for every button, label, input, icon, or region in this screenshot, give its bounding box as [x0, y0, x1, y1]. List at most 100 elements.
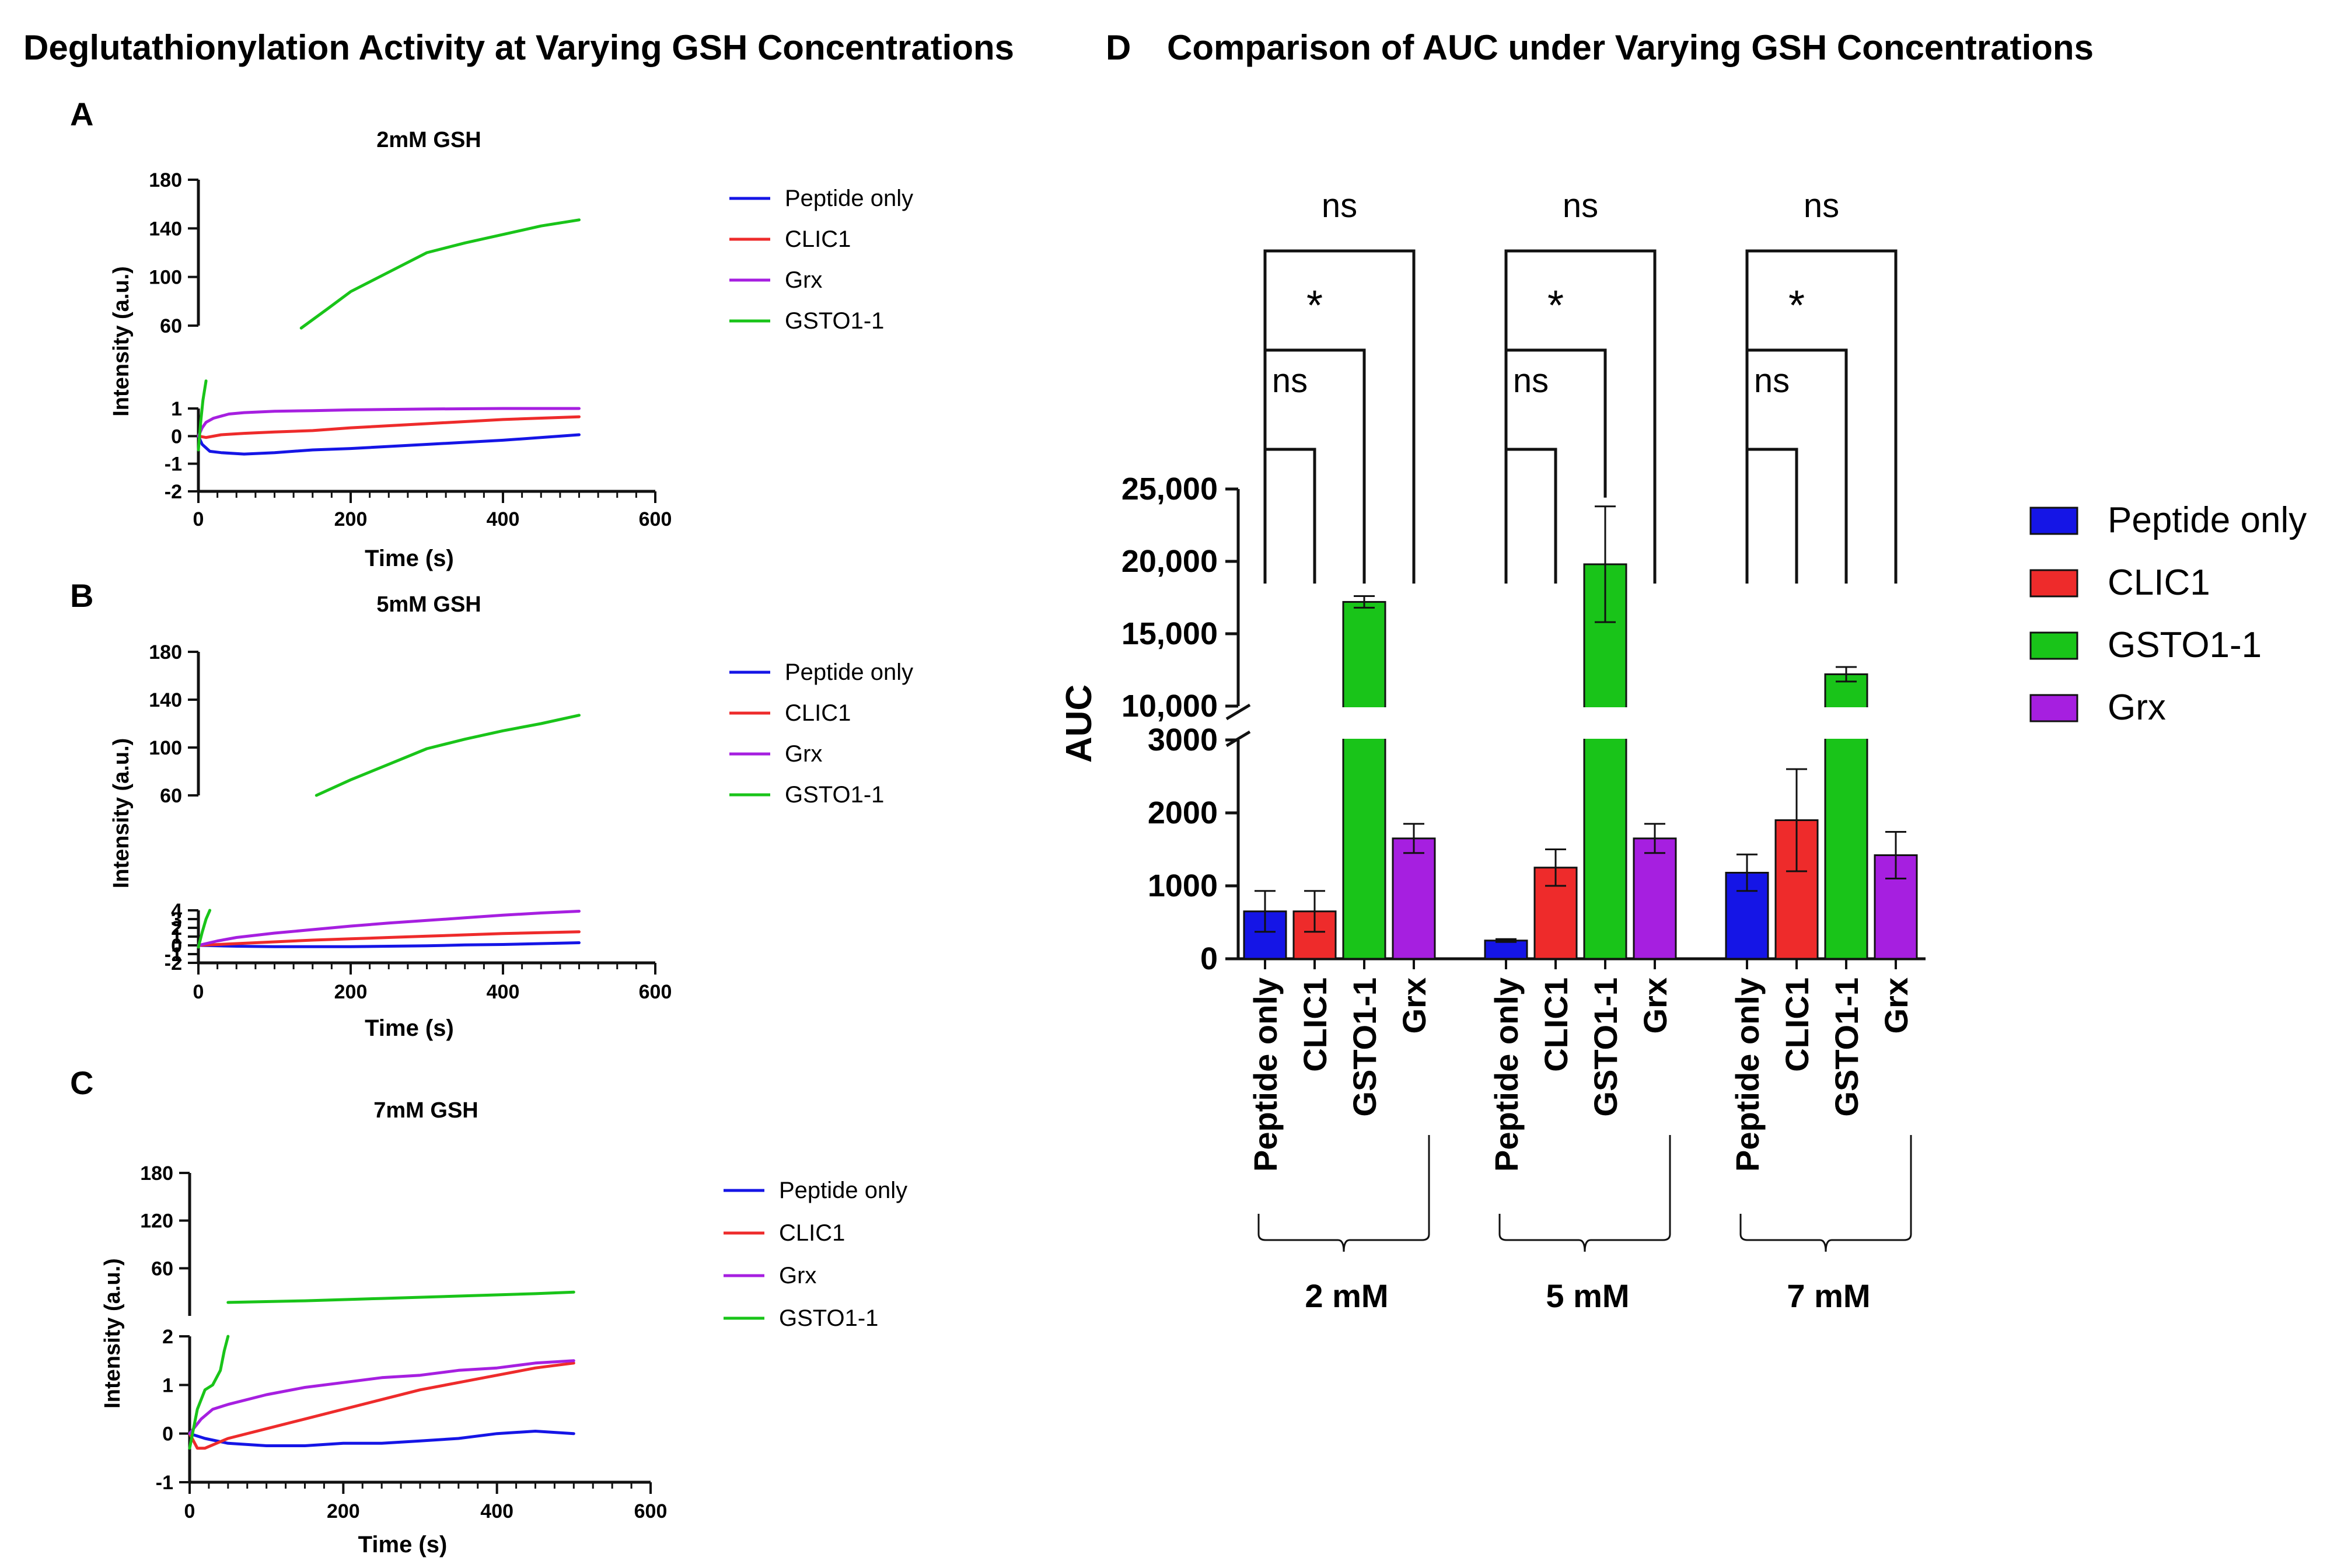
panel-b-series-gsto1-1-upper: [315, 714, 581, 797]
panel-d-x-tick-label: Grx: [1637, 977, 1673, 1034]
panel-c-y-tick-label: 1: [162, 1374, 173, 1396]
panel-d-legend-swatch-peptide-only: [2029, 507, 2078, 535]
panel-d-bar-5-mm-peptide-only: [1484, 940, 1528, 960]
panel-c-y-tick-label: 60: [151, 1258, 173, 1280]
panel-d-y-tick-label: 0: [1200, 941, 1218, 976]
panel-c-series-gsto1-1-upper: [226, 1290, 575, 1304]
panel-d-y-tick-label: 3000: [1148, 722, 1218, 757]
panel-d-significance-label: ns: [1804, 187, 1839, 225]
panel-c-legend-label-clic1: CLIC1: [779, 1220, 845, 1246]
panel-d-significance-bracket-5-mm-2: [1504, 249, 1657, 584]
panel-a: A 2mM GSH 60 100 140 180 -2 -1 0 1 0 200 400 600 Time …: [70, 96, 913, 571]
panel-b-y-axis-label: Intensity (a.u.): [109, 738, 134, 889]
panel-a-title: 2mM GSH: [376, 128, 481, 152]
panel-c-legend-label-grx: Grx: [779, 1263, 816, 1288]
panel-a-series-gsto1-1-lower: [197, 379, 208, 452]
panel-b-y-tick-label: 140: [149, 689, 182, 711]
panel-d-legend-swatch-grx: [2029, 694, 2078, 722]
panel-d-bar-break-gap: [1341, 707, 1388, 739]
panel-c-series-grx-lower: [188, 1359, 575, 1436]
panel-d-x-tick-label: Peptide only: [1247, 977, 1284, 1172]
panel-d-x-tick-label: Peptide only: [1729, 977, 1766, 1172]
panel-d-bar-5-mm-gsto1-1: [1583, 563, 1627, 960]
panel-b-y-tick-label: 4: [171, 900, 182, 922]
panel-c-x-tick-label: 600: [634, 1500, 668, 1522]
panel-b-legend-label-grx: Grx: [785, 741, 822, 767]
panel-b-series-peptide-only-lower: [197, 941, 581, 948]
panel-b-series-gsto1-1-lower: [197, 909, 212, 949]
panel-a-y-tick-label: 140: [149, 218, 182, 240]
panel-c-y-tick-label: 180: [140, 1162, 173, 1185]
panel-b-y-tick-label: 3: [171, 909, 182, 931]
panel-d-bar-break-gap: [1823, 707, 1870, 739]
panel-d-x-tick-label: Grx: [1396, 977, 1432, 1034]
panel-d-group-brace-5-mm: [1498, 1135, 1671, 1252]
panel-d-significance-label: *: [1788, 282, 1805, 329]
panel-b-x-tick-label: 0: [193, 981, 204, 1003]
panel-d-significance-bracket-5-mm-0: [1504, 448, 1557, 584]
panel-a-legend-label-clic1: CLIC1: [785, 226, 851, 252]
panel-b-x-tick-label: 600: [639, 981, 672, 1003]
panel-b-legend-label-peptide-only: Peptide only: [785, 659, 913, 685]
panel-c-y-tick-label: -1: [156, 1472, 173, 1494]
panel-a-y-axis-label: Intensity (a.u.): [109, 266, 134, 417]
panel-d-legend-label-clic1: CLIC1: [2108, 563, 2210, 603]
panel-b-x-axis-label: Time (s): [365, 1015, 454, 1041]
panel-d-significance-bracket-7-mm-2: [1745, 249, 1898, 584]
panel-b-y-tick-label: 180: [149, 641, 182, 663]
panel-b-y-tick-label: 100: [149, 737, 182, 759]
panel-b-y-tick-label: 1: [171, 926, 182, 948]
panel-b-series-clic1-lower: [197, 930, 581, 947]
panel-d-x-tick-label: Grx: [1878, 977, 1914, 1034]
panel-b-y-tick-label: -1: [165, 944, 182, 966]
panel-a-legend-label-grx: Grx: [785, 267, 822, 293]
panel-c-x-axis-label: Time (s): [358, 1532, 448, 1557]
panel-a-x-tick-label: 0: [193, 508, 204, 530]
panel-d-bar-5-mm-grx: [1633, 837, 1677, 960]
panel-c-legend-label-gsto1-1: GSTO1-1: [779, 1305, 878, 1331]
panel-b-letter: B: [70, 577, 93, 614]
panel-c-x-tick-label: 400: [480, 1500, 513, 1522]
panel-d-significance-bracket-2-mm-0: [1263, 448, 1316, 584]
panel-b-y-tick-label: -2: [165, 952, 182, 975]
panel-a-letter: A: [70, 96, 93, 132]
panel-d-x-tick-label: CLIC1: [1538, 977, 1574, 1072]
right-figure-letter: D: [1106, 28, 1131, 67]
panel-d-significance-label: *: [1306, 282, 1323, 329]
panel-b-x-tick-label: 400: [487, 981, 520, 1003]
panel-a-series-clic1-lower: [197, 415, 581, 439]
panel-d-y-tick-label: 25,000: [1121, 472, 1218, 507]
panel-d-y-axis-label: AUC: [1059, 685, 1099, 763]
panel-d-significance-bracket-7-mm-0: [1745, 448, 1798, 584]
panel-d-x-tick-label: CLIC1: [1297, 977, 1333, 1072]
panel-b-legend-label-clic1: CLIC1: [785, 700, 851, 726]
panel-c-x-tick-label: 200: [327, 1500, 360, 1522]
panel-c-y-tick-label: 120: [140, 1210, 173, 1232]
panel-a-series-gsto1-1-upper: [299, 218, 581, 330]
panel-c-series-clic1-lower: [188, 1361, 575, 1450]
panel-d-legend-label-grx: Grx: [2108, 687, 2166, 728]
panel-b-legend-label-gsto1-1: GSTO1-1: [785, 782, 884, 808]
panel-b-title: 5mM GSH: [376, 592, 481, 617]
panel-b-y-tick-label: 60: [160, 785, 182, 807]
panel-d-significance-bracket-2-mm-2: [1263, 249, 1416, 584]
panel-c-series-gsto1-1-lower: [188, 1335, 230, 1450]
right-figure-title: Comparison of AUC under Varying GSH Conc…: [1167, 28, 2094, 67]
panel-d-x-tick-label: Peptide only: [1488, 977, 1525, 1172]
panel-d-axis-break-mark: [1225, 703, 1251, 721]
panel-a-y-tick-label: 180: [149, 169, 182, 191]
panel-a-series-grx-lower: [197, 407, 581, 438]
panel-d-significance-label: ns: [1272, 362, 1308, 400]
panel-c-title: 7mM GSH: [373, 1098, 478, 1123]
panel-d-group-label-2-mm: 2 mM: [1305, 1277, 1388, 1314]
panel-c-series-peptide-only-lower: [188, 1430, 575, 1447]
panel-c-y-tick-label: 2: [162, 1326, 173, 1348]
panel-a-x-axis-label: Time (s): [365, 546, 454, 571]
panel-b-y-tick-label: 0: [171, 935, 182, 957]
panel-b-y-tick-label: 2: [171, 917, 182, 940]
panel-c-y-tick-label: 0: [162, 1423, 173, 1445]
